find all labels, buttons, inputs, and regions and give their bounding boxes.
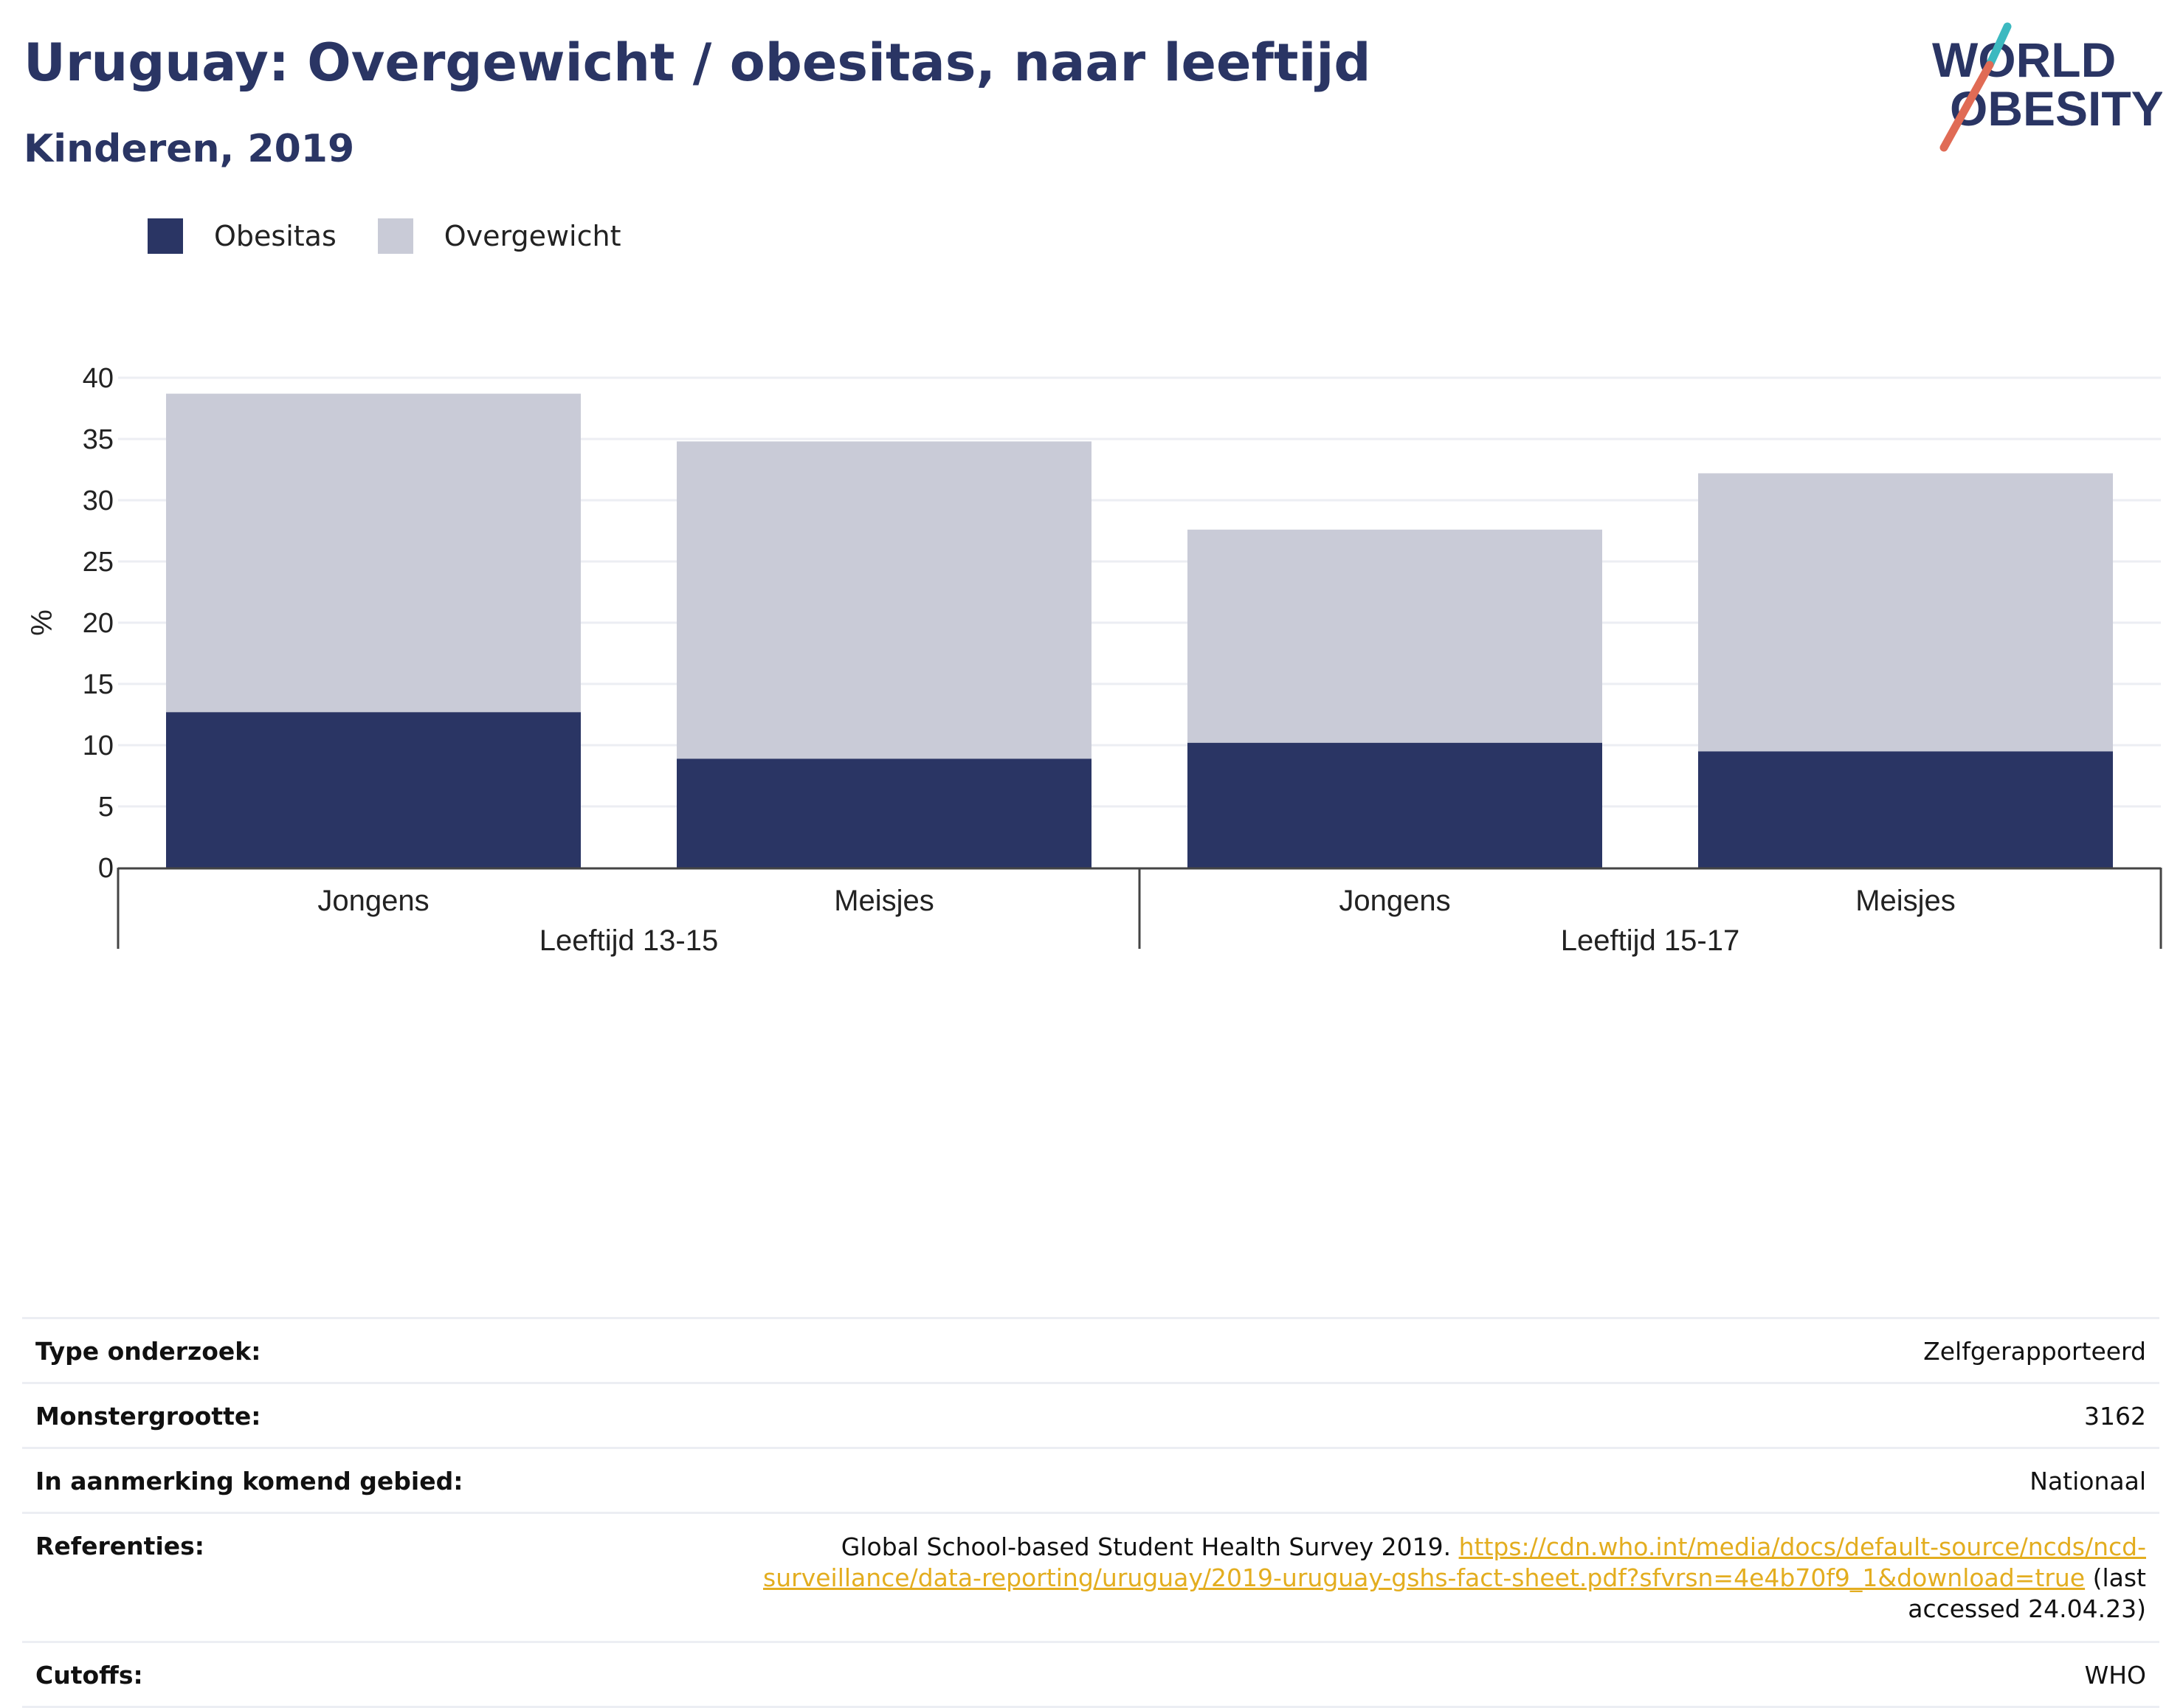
bar-obesitas — [677, 758, 1092, 868]
world-obesity-logo: WORLD OBESITY — [1932, 22, 2162, 152]
chart-legend: Obesitas Overgewicht — [148, 218, 663, 254]
references-text: Global School-based Student Health Surve… — [841, 1532, 1459, 1561]
legend-swatch-overgewicht — [377, 218, 413, 254]
y-tick-label: 40 — [83, 363, 114, 394]
bar-obesitas — [166, 712, 581, 868]
info-row-area: In aanmerking komend gebied: Nationaal — [22, 1447, 2159, 1512]
y-tick-label: 25 — [83, 547, 114, 578]
legend-item-obesitas[interactable]: Obesitas — [148, 218, 337, 254]
references-value: Global School-based Student Health Surve… — [670, 1532, 2146, 1625]
logo-line-1: WORLD — [1932, 32, 2116, 87]
y-tick-label: 0 — [98, 853, 114, 884]
info-label: Type onderzoek: — [35, 1337, 261, 1366]
group-label: Leeftijd 13-15 — [539, 924, 718, 957]
info-row-sample-size: Monstergrootte: 3162 — [22, 1382, 2159, 1447]
references-link[interactable]: https://cdn.who.int/media/docs/default-s… — [763, 1532, 2146, 1592]
bar-overgewicht — [677, 441, 1092, 759]
info-label: Monstergrootte: — [35, 1402, 261, 1431]
info-value: Zelfgerapporteerd — [1923, 1337, 2146, 1366]
legend-swatch-obesitas — [148, 218, 183, 254]
info-value: 3162 — [2084, 1402, 2146, 1431]
axes: 0 5 10 15 20 25 30 35 40% Jongens Meisjes Jongens Me… — [26, 363, 2162, 957]
bar-overgewicht — [1698, 473, 2113, 752]
info-row-cutoffs: Cutoffs: WHO — [22, 1641, 2159, 1708]
y-tick-label: 35 — [83, 424, 114, 455]
bar-obesitas — [1187, 742, 1602, 868]
x-tick-label: Jongens — [317, 885, 429, 917]
bars — [166, 393, 2113, 868]
y-axis-label: % — [26, 609, 58, 636]
group-label: Leeftijd 15-17 — [1561, 924, 1739, 957]
info-label: Referenties: — [35, 1532, 204, 1560]
references-suffix: (last accessed 24.04.23) — [1908, 1563, 2146, 1623]
info-row-type: Type onderzoek: Zelfgerapporteerd — [22, 1317, 2159, 1382]
legend-label: Overgewicht — [444, 220, 621, 252]
info-label: In aanmerking komend gebied: — [35, 1467, 463, 1496]
legend-label: Obesitas — [214, 220, 337, 252]
page-subtitle: Kinderen, 2019 — [24, 127, 355, 171]
x-tick-label: Meisjes — [834, 885, 934, 917]
x-tick-label: Meisjes — [1855, 885, 1956, 917]
y-tick-label: 15 — [83, 669, 114, 700]
info-value: Nationaal — [2029, 1467, 2146, 1496]
bar-obesitas — [1698, 751, 2113, 868]
info-label: Cutoffs: — [35, 1661, 143, 1690]
legend-item-overgewicht[interactable]: Overgewicht — [377, 218, 621, 254]
stacked-bar-chart: 0 5 10 15 20 25 30 35 40% Jongens Meisjes Jongens Me… — [26, 363, 2162, 957]
bar-overgewicht — [1187, 529, 1602, 743]
y-tick-label: 10 — [83, 730, 114, 761]
y-tick-label: 20 — [83, 608, 114, 639]
y-tick-label: 30 — [83, 485, 114, 516]
info-value: WHO — [2084, 1661, 2146, 1690]
y-tick-label: 5 — [98, 792, 114, 823]
logo-line-2: OBESITY — [1950, 81, 2162, 136]
info-row-references: Referenties: Global School-based Student… — [22, 1512, 2159, 1641]
page-title: Uruguay: Overgewicht / obesitas, naar le… — [24, 32, 1371, 93]
x-tick-label: Jongens — [1339, 885, 1450, 917]
bar-overgewicht — [166, 393, 581, 713]
info-table: Type onderzoek: Zelfgerapporteerd Monste… — [22, 1317, 2159, 1708]
